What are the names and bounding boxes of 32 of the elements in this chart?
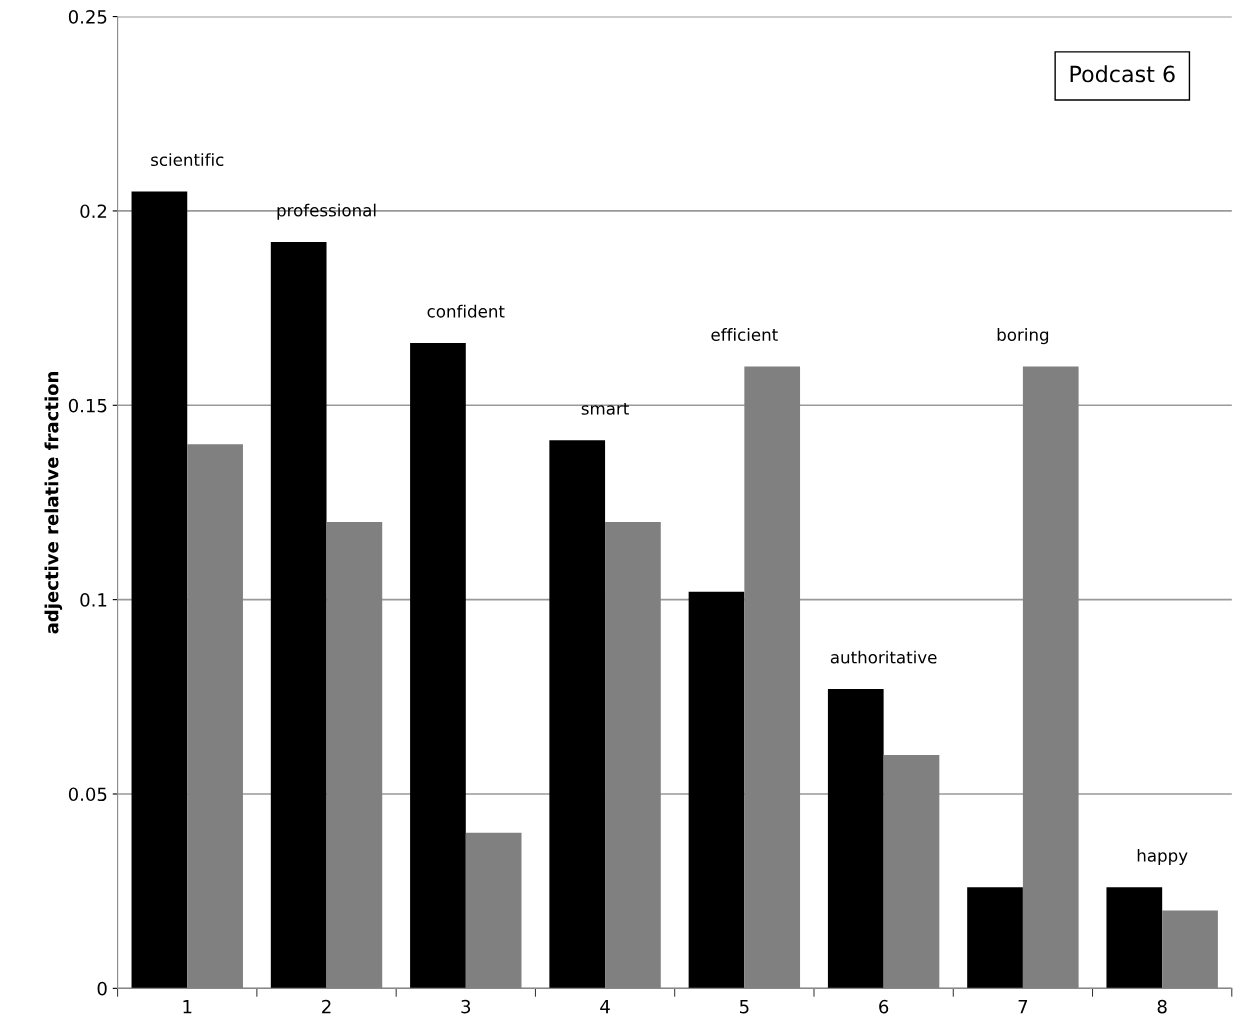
bar [688,591,745,989]
y-tick-label: 0.05 [68,787,107,802]
annotation: scientific [151,153,224,167]
annotation: happy [1137,848,1188,866]
y-tick-label: 0.1 [80,593,107,607]
x-tick-label: 5 [740,1000,749,1014]
annotation: boring [997,328,1049,345]
x-tick-label: 3 [461,999,471,1014]
y-tick-label: 0.25 [68,10,107,24]
annotation: Podcast 6 [1070,65,1175,83]
y-tick-label: 0.15 [68,398,107,413]
bar [1106,887,1163,989]
bar [131,191,188,989]
y-tick-label: 0 [97,981,107,996]
bar [967,887,1023,989]
bar [270,242,327,989]
annotation: professional [277,203,376,220]
bar [549,440,606,989]
annotation: efficient [711,328,778,341]
x-tick-label: 8 [1157,999,1167,1014]
y-axis-title: adjective relative fraction [44,372,63,634]
x-tick-label: 6 [879,999,889,1014]
x-tick-label: 1 [183,1000,192,1014]
annotation: confident [427,304,505,318]
x-tick-label: 2 [322,999,331,1014]
bar [827,689,884,989]
bar [410,343,466,989]
x-tick-label: 7 [1018,1000,1028,1014]
annotation: smart [581,402,629,415]
annotation: authoritative [830,650,937,664]
y-tick-label: 0.2 [80,204,107,219]
x-tick-label: 4 [600,1000,610,1014]
